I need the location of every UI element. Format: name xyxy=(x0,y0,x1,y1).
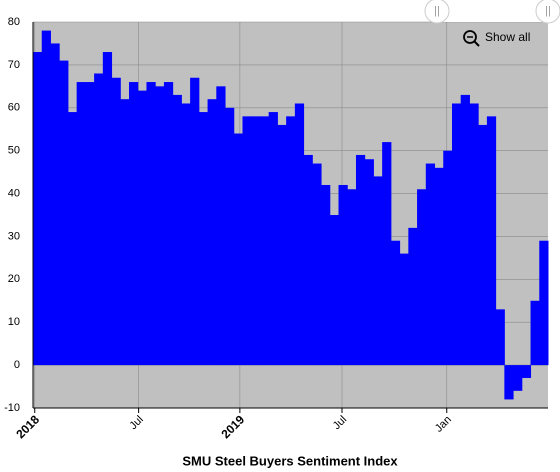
step xyxy=(521,365,532,378)
step xyxy=(513,365,523,391)
step xyxy=(146,82,156,366)
chart-title: SMU Steel Buyers Sentiment Index xyxy=(182,453,398,468)
show-all-label: Show all xyxy=(485,30,530,44)
step xyxy=(129,82,139,366)
handle-grip: || xyxy=(434,5,440,17)
step xyxy=(486,116,497,366)
step xyxy=(399,253,409,366)
step xyxy=(286,116,296,366)
step xyxy=(251,116,261,366)
y-tick-label: 40 xyxy=(8,187,20,199)
y-tick-label: 60 xyxy=(8,102,20,114)
zoom-icon-handle xyxy=(473,40,480,47)
x-tick-label: 2019 xyxy=(218,412,247,441)
step xyxy=(85,82,95,366)
step xyxy=(50,43,60,366)
step xyxy=(277,124,287,366)
y-tick-label: 0 xyxy=(14,359,20,371)
y-tick-label: 20 xyxy=(8,273,20,285)
step xyxy=(76,82,86,366)
step xyxy=(207,99,217,366)
step xyxy=(478,124,488,366)
step xyxy=(172,94,182,366)
step xyxy=(155,86,165,366)
step xyxy=(59,60,69,366)
y-tick-label: 50 xyxy=(8,145,20,157)
step xyxy=(102,52,113,366)
step xyxy=(259,116,270,366)
step xyxy=(460,94,470,366)
step xyxy=(417,189,427,366)
step xyxy=(364,159,374,366)
step xyxy=(425,163,436,366)
step xyxy=(190,77,200,366)
handle-grip: || xyxy=(545,5,551,17)
step xyxy=(163,82,174,366)
step xyxy=(373,176,383,366)
step xyxy=(216,86,226,366)
step xyxy=(294,103,305,366)
step xyxy=(329,215,340,366)
step xyxy=(469,103,479,366)
y-tick-label: 80 xyxy=(8,16,20,28)
step xyxy=(539,240,549,366)
step xyxy=(67,112,78,366)
step xyxy=(338,184,348,366)
step xyxy=(355,154,366,366)
step xyxy=(303,154,313,366)
y-tick-label: 70 xyxy=(8,59,20,71)
step xyxy=(347,189,357,366)
step xyxy=(530,300,540,366)
step xyxy=(268,112,278,366)
step xyxy=(321,184,331,366)
zoom-icon xyxy=(463,30,477,44)
x-tick-label: Jul xyxy=(331,414,349,432)
step xyxy=(137,90,147,366)
step xyxy=(41,30,51,366)
step xyxy=(120,99,130,366)
x-tick-label: Jul xyxy=(127,414,145,432)
step xyxy=(111,77,121,366)
scrollbar[interactable] xyxy=(425,0,560,22)
step xyxy=(242,116,252,366)
step xyxy=(495,309,505,366)
x-tick-label: Jan xyxy=(433,414,454,435)
scroll-handle-left[interactable] xyxy=(424,0,450,24)
step xyxy=(451,103,462,366)
step xyxy=(198,112,209,366)
step xyxy=(390,240,401,366)
step xyxy=(233,133,243,366)
step xyxy=(225,107,235,366)
step xyxy=(33,52,43,366)
show-all-button[interactable]: Show all xyxy=(463,30,530,47)
step xyxy=(408,227,418,366)
step xyxy=(181,103,191,366)
scroll-handle-right[interactable] xyxy=(535,0,560,24)
y-tick-label: 30 xyxy=(8,230,20,242)
step xyxy=(382,142,392,366)
step xyxy=(312,163,322,366)
y-tick-label: 10 xyxy=(8,316,20,328)
step xyxy=(94,73,104,366)
y-tick-label: -10 xyxy=(4,402,20,414)
x-tick-label: 2018 xyxy=(13,412,42,441)
step xyxy=(434,167,444,366)
step xyxy=(504,365,514,400)
step xyxy=(443,150,453,366)
